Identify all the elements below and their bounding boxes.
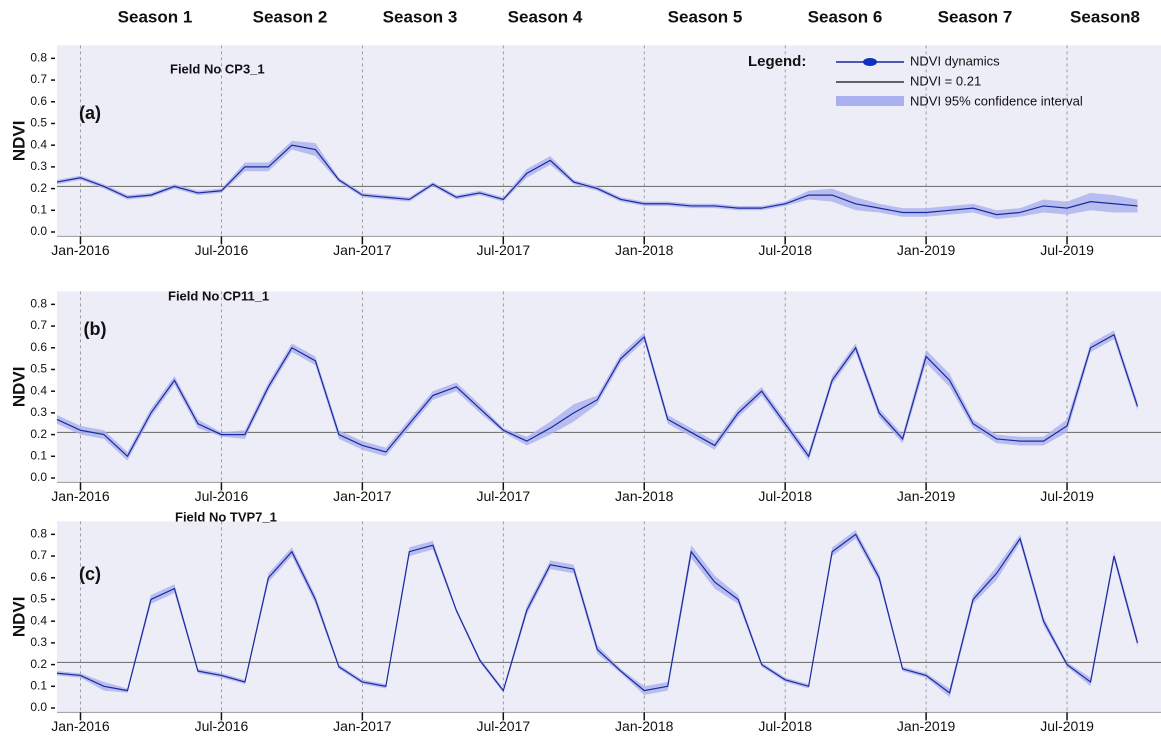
x-tick-label: Jul-2017 [476, 242, 530, 258]
x-tick-label: Jan-2016 [51, 242, 110, 258]
y-tick-label: 0.1 [30, 448, 47, 462]
x-tick-label: Jul-2018 [758, 242, 812, 258]
x-tick-label: Jul-2017 [476, 718, 530, 734]
season-label: Season 6 [808, 7, 883, 26]
x-tick-label: Jan-2018 [615, 242, 674, 258]
x-tick-label: Jul-2019 [1040, 488, 1094, 504]
y-tick-label: 0.0 [30, 700, 47, 714]
panel-label: (a) [79, 103, 101, 123]
x-tick-label: Jan-2019 [897, 242, 956, 258]
x-tick-label: Jan-2016 [51, 488, 110, 504]
season-label: Season8 [1070, 7, 1140, 26]
x-tick-label: Jan-2017 [333, 242, 392, 258]
x-tick-label: Jan-2017 [333, 488, 392, 504]
plot-background [57, 45, 1161, 237]
x-tick-label: Jul-2018 [758, 488, 812, 504]
legend: Legend: NDVI dynamics NDVI = 0.21 NDVI 95% … [748, 53, 1083, 108]
y-tick-label: 0.7 [30, 548, 47, 562]
season-label: Season 7 [938, 7, 1013, 26]
season-label: Season 3 [383, 7, 458, 26]
y-tick-label: 0.4 [30, 613, 47, 627]
y-tick-label: 0.5 [30, 592, 47, 606]
y-axis-title: NDVI [9, 367, 28, 408]
y-tick-label: 0.3 [30, 635, 47, 649]
x-tick-label: Jul-2016 [195, 718, 249, 734]
y-tick-label: 0.4 [30, 137, 47, 151]
legend-band-swatch [836, 96, 904, 106]
ndvi-line [56, 533, 1139, 694]
confidence-band [57, 140, 1138, 219]
legend-entry: NDVI = 0.21 [910, 73, 981, 88]
y-tick-label: 0.2 [30, 657, 47, 671]
y-axis-title: NDVI [9, 597, 28, 638]
y-tick-label: 0.2 [30, 181, 47, 195]
y-tick-label: 0.6 [30, 570, 47, 584]
season-label: Season 2 [253, 7, 328, 26]
season-label: Season 1 [118, 7, 193, 26]
y-tick-label: 0.8 [30, 297, 47, 311]
ndvi-line [56, 333, 1139, 458]
y-tick-label: 0.0 [30, 224, 47, 238]
plot-background [57, 291, 1161, 483]
legend-entry: NDVI 95% confidence interval [910, 93, 1083, 108]
y-tick-label: 0.6 [30, 340, 47, 354]
x-tick-label: Jan-2017 [333, 718, 392, 734]
y-axis-title: NDVI [9, 121, 28, 162]
ndvi-line [56, 144, 1138, 216]
y-tick-label: 0.7 [30, 318, 47, 332]
y-tick-label: 0.0 [30, 470, 47, 484]
panel-label: (b) [84, 319, 107, 339]
x-tick-label: Jul-2018 [758, 718, 812, 734]
x-tick-label: Jul-2017 [476, 488, 530, 504]
y-tick-label: 0.1 [30, 202, 47, 216]
x-tick-label: Jan-2019 [897, 488, 956, 504]
season-label: Season 5 [668, 7, 743, 26]
y-tick-label: 0.3 [30, 159, 47, 173]
y-tick-label: 0.7 [30, 72, 47, 86]
y-tick-label: 0.8 [30, 51, 47, 65]
legend-title: Legend: [748, 53, 806, 70]
field-annotation: Field No CP11_1 [168, 288, 269, 303]
panel-label: (c) [79, 564, 101, 584]
legend-entry: NDVI dynamics [910, 53, 1000, 68]
y-tick-label: 0.6 [30, 94, 47, 108]
season-label: Season 4 [508, 7, 583, 26]
x-tick-label: Jul-2016 [195, 488, 249, 504]
plot-background [57, 521, 1161, 713]
x-tick-label: Jul-2016 [195, 242, 249, 258]
legend-marker [863, 58, 877, 66]
x-tick-label: Jan-2018 [615, 718, 674, 734]
y-tick-label: 0.3 [30, 405, 47, 419]
y-tick-label: 0.2 [30, 427, 47, 441]
x-tick-label: Jan-2018 [615, 488, 674, 504]
y-tick-label: 0.5 [30, 116, 47, 130]
y-tick-label: 0.8 [30, 527, 47, 541]
x-tick-label: Jan-2019 [897, 718, 956, 734]
field-annotation: Field No TVP7_1 [175, 509, 277, 524]
y-tick-label: 0.4 [30, 383, 47, 397]
x-tick-label: Jan-2016 [51, 718, 110, 734]
y-tick-label: 0.1 [30, 678, 47, 692]
x-tick-label: Jul-2019 [1040, 718, 1094, 734]
y-tick-label: 0.5 [30, 362, 47, 376]
field-annotation: Field No CP3_1 [170, 61, 265, 76]
x-tick-label: Jul-2019 [1040, 242, 1094, 258]
